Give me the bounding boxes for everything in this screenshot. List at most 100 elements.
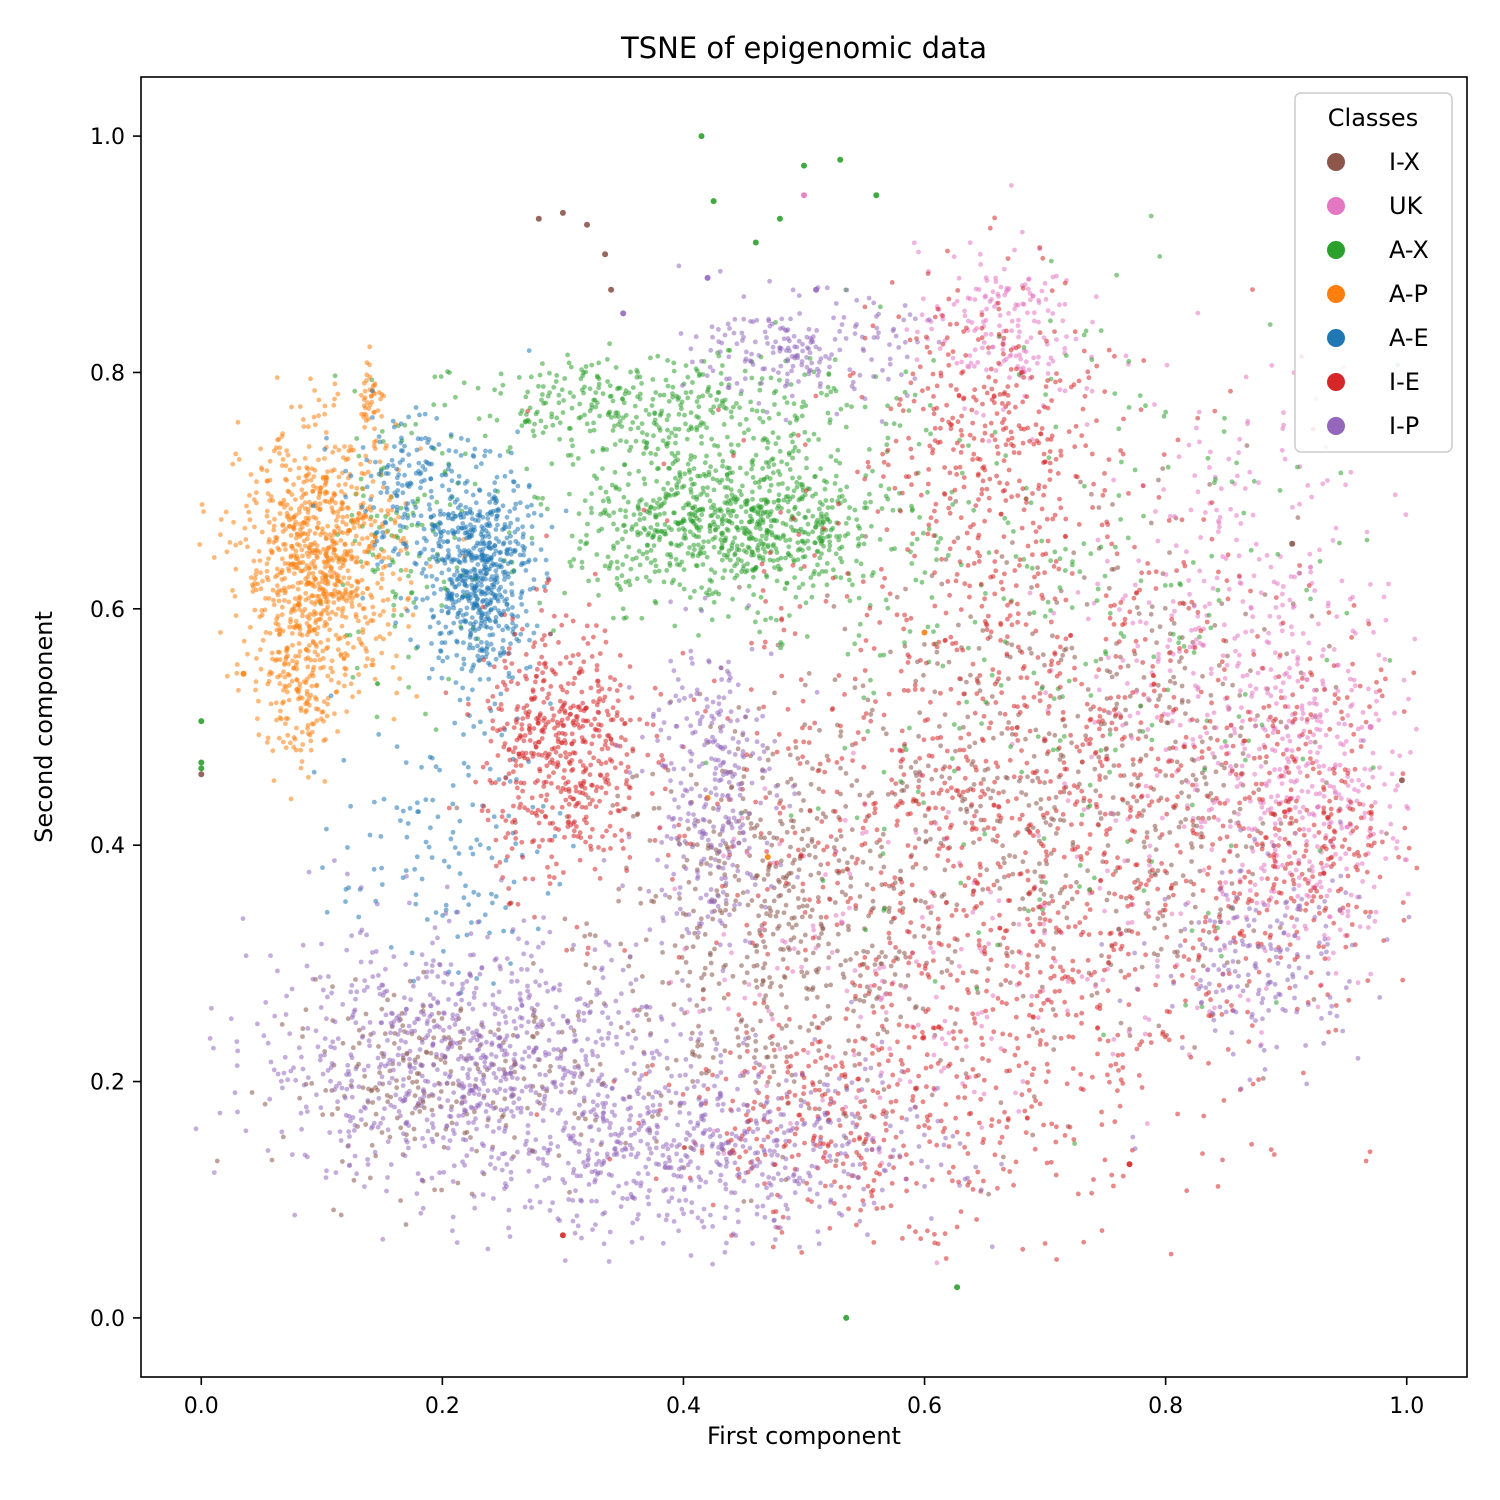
data-point	[849, 827, 855, 833]
data-point	[750, 496, 755, 502]
data-point	[1250, 871, 1255, 877]
data-point	[814, 969, 820, 975]
data-point	[920, 530, 926, 536]
data-point	[373, 1153, 379, 1159]
data-point	[1017, 906, 1023, 912]
data-point	[764, 911, 769, 917]
data-point	[1355, 726, 1361, 732]
data-point	[725, 347, 731, 353]
data-point	[1383, 856, 1389, 861]
data-point	[883, 421, 889, 427]
data-point	[519, 408, 525, 413]
data-point	[279, 556, 285, 562]
data-point	[665, 480, 671, 486]
data-point	[1246, 738, 1251, 744]
data-point	[367, 344, 373, 350]
data-point	[247, 492, 252, 498]
data-point	[439, 1016, 445, 1021]
data-point	[919, 915, 925, 920]
data-point	[313, 516, 319, 521]
data-point	[800, 554, 806, 560]
data-point	[665, 383, 671, 389]
data-point	[1039, 879, 1045, 885]
data-point	[754, 873, 759, 879]
data-point	[1026, 277, 1031, 282]
data-point	[330, 669, 335, 675]
data-point	[823, 498, 829, 503]
data-point	[765, 745, 770, 751]
data-point	[1065, 1008, 1070, 1014]
data-point	[1033, 727, 1039, 733]
data-point	[972, 347, 978, 353]
data-point	[771, 1069, 777, 1075]
data-point	[560, 410, 566, 415]
data-point	[575, 1013, 581, 1019]
data-point	[357, 602, 362, 608]
data-point	[1062, 781, 1067, 786]
data-point	[1305, 483, 1311, 488]
data-point	[877, 965, 882, 971]
data-point	[327, 627, 332, 633]
data-point	[696, 404, 702, 410]
data-point	[325, 469, 330, 475]
data-point	[336, 597, 342, 602]
data-point	[287, 467, 293, 473]
data-point	[913, 678, 919, 684]
data-point	[360, 606, 366, 612]
data-point	[952, 949, 958, 954]
data-point	[754, 984, 760, 990]
data-point	[1219, 953, 1224, 959]
data-point	[1139, 964, 1145, 970]
data-point	[608, 560, 614, 565]
data-point	[1193, 627, 1198, 632]
data-point	[1051, 1047, 1057, 1052]
data-point	[269, 550, 275, 556]
data-point	[933, 821, 939, 826]
data-point	[1020, 859, 1026, 865]
data-point	[801, 162, 807, 169]
data-point	[271, 448, 277, 454]
data-point	[1179, 790, 1184, 796]
data-point	[1243, 757, 1248, 763]
data-point	[380, 598, 386, 603]
data-point	[753, 565, 759, 570]
data-point	[799, 964, 804, 970]
data-point	[631, 512, 637, 518]
data-point	[1286, 854, 1292, 859]
data-point	[1006, 720, 1011, 725]
data-point	[1359, 861, 1365, 867]
data-point	[963, 1071, 969, 1077]
data-point	[1169, 862, 1174, 868]
data-point	[988, 331, 994, 337]
data-point	[1284, 905, 1290, 910]
data-point	[1167, 550, 1172, 555]
data-point	[1206, 929, 1212, 935]
data-point	[858, 973, 863, 978]
data-point	[759, 903, 764, 909]
data-point	[862, 505, 867, 511]
data-point	[768, 375, 774, 381]
data-point	[312, 540, 318, 546]
data-point	[676, 543, 682, 549]
data-point	[671, 360, 677, 366]
data-point	[749, 898, 755, 903]
data-point	[646, 1017, 652, 1023]
data-point	[616, 886, 622, 892]
data-point	[1207, 465, 1212, 470]
data-point	[941, 1065, 947, 1071]
data-point	[776, 435, 781, 441]
data-point	[1024, 564, 1030, 569]
data-point	[1295, 678, 1301, 684]
data-point	[981, 657, 987, 663]
data-point	[1037, 915, 1043, 921]
data-point	[541, 401, 546, 406]
data-point	[842, 533, 848, 539]
data-point	[1317, 791, 1323, 797]
data-point	[352, 388, 358, 394]
data-point	[717, 452, 722, 457]
data-point	[777, 841, 782, 847]
data-point	[1048, 608, 1053, 613]
data-point	[1104, 696, 1110, 701]
data-point	[316, 397, 322, 403]
data-point	[348, 444, 353, 449]
